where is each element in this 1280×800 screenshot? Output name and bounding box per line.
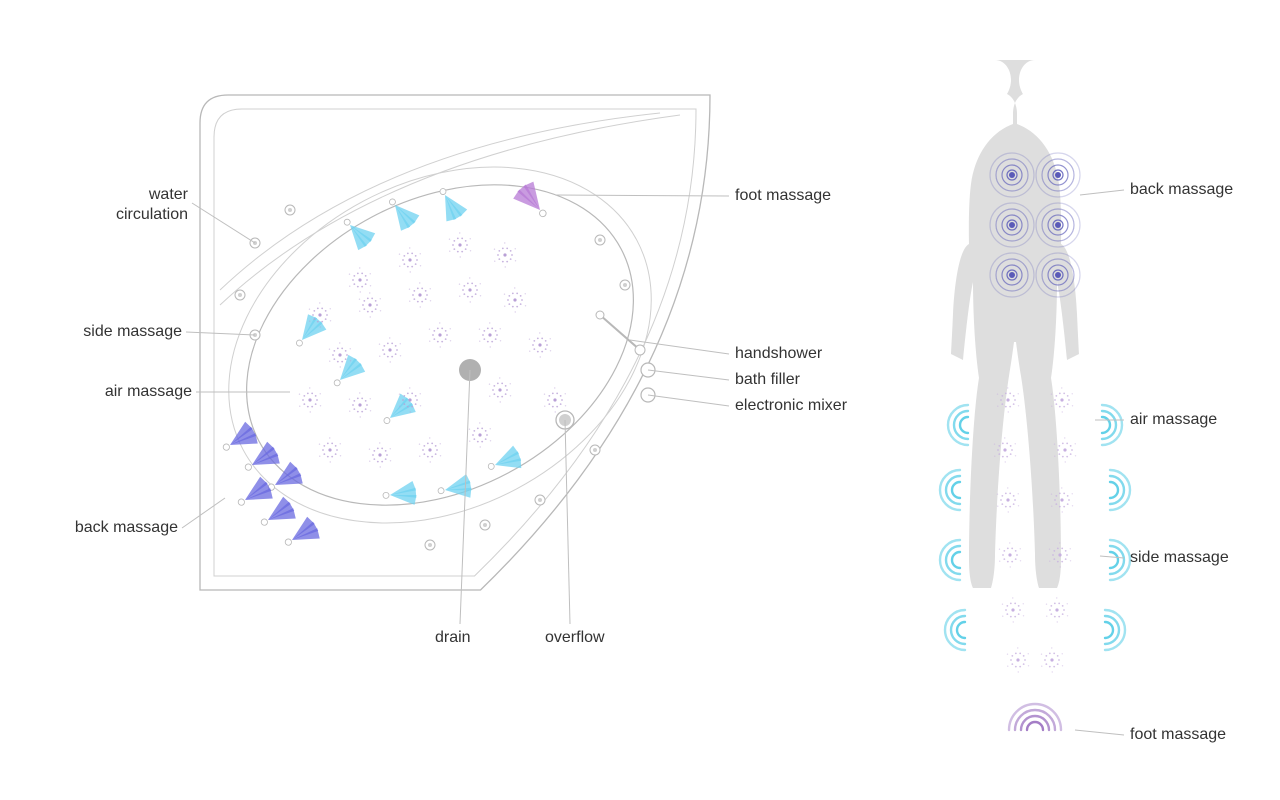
label-back-massage: back massage [58,518,178,538]
label-electronic-mixer: electronic mixer [735,396,847,416]
label-water-circulation: watercirculation [68,185,188,225]
label-overflow: overflow [545,628,605,648]
label-bath-filler: bath filler [735,370,800,390]
label-air-massage: air massage [1130,410,1217,430]
label-back-massage: back massage [1130,180,1233,200]
label-foot-massage: foot massage [735,186,831,206]
label-side-massage: side massage [62,322,182,342]
body-silhouette [951,60,1079,588]
label-drain: drain [435,628,471,648]
label-air-massage: air massage [72,382,192,402]
label-handshower: handshower [735,344,822,364]
label-side-massage: side massage [1130,548,1229,568]
label-foot-massage: foot massage [1130,725,1226,745]
